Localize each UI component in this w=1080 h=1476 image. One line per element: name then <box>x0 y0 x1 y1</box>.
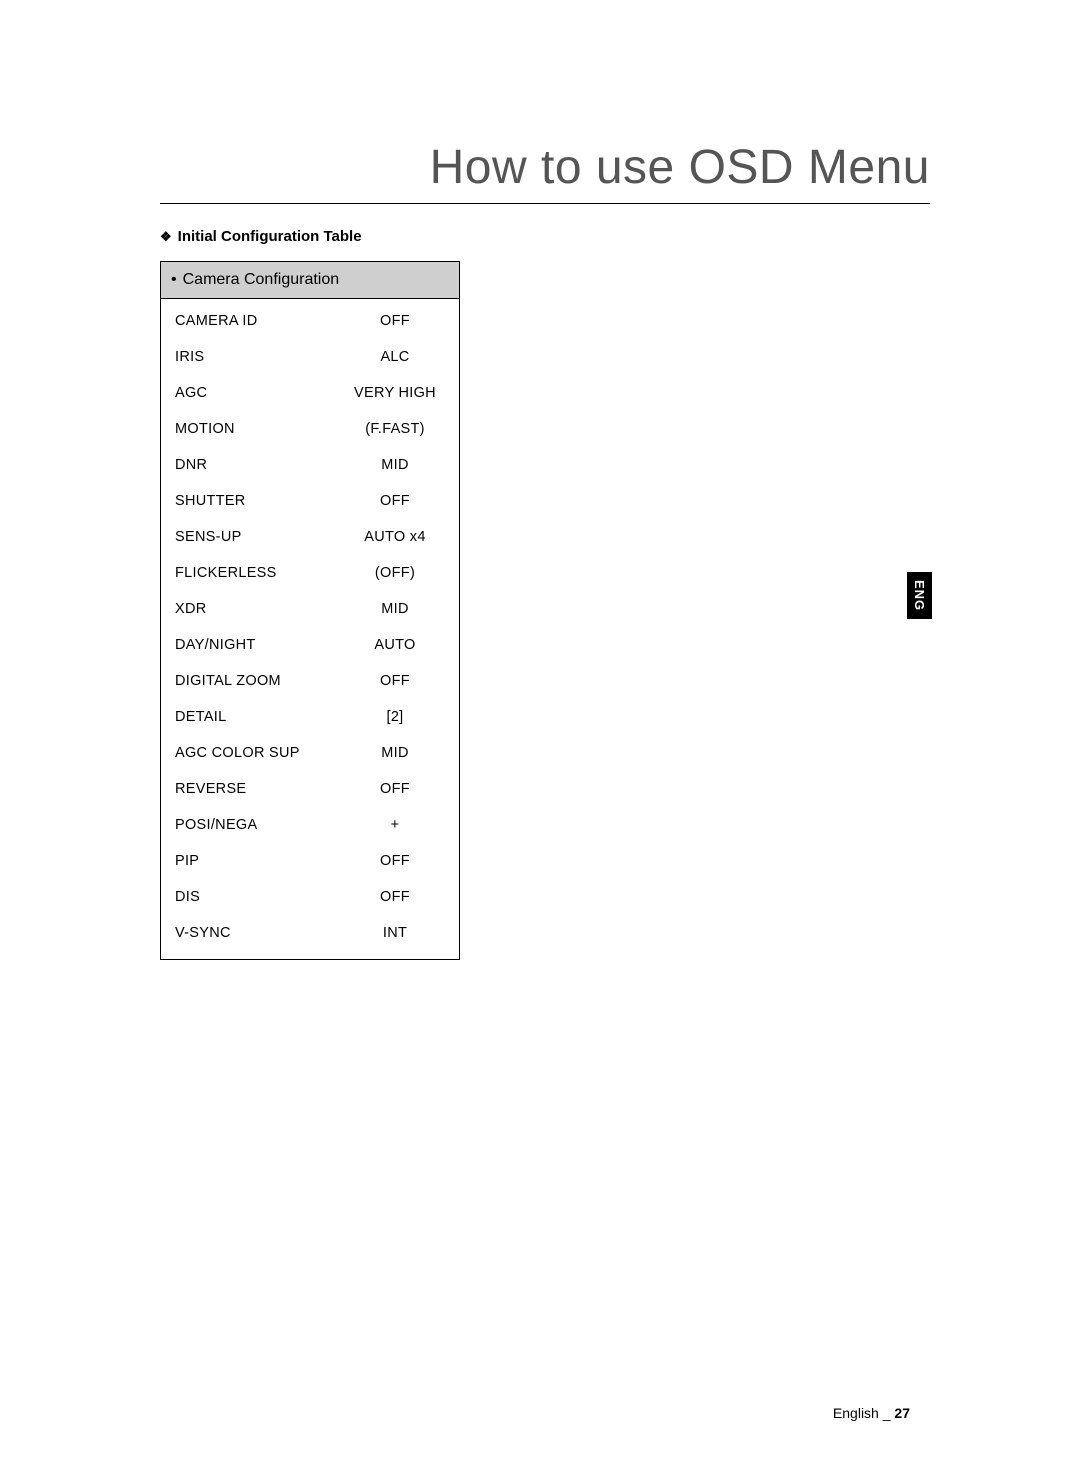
page-number: 27 <box>894 1405 910 1421</box>
config-label: V-SYNC <box>175 925 231 941</box>
config-value: OFF <box>345 313 445 329</box>
config-value: (OFF) <box>345 565 445 581</box>
config-value: INT <box>345 925 445 941</box>
config-label: FLICKERLESS <box>175 565 277 581</box>
table-row: AGC VERY HIGH <box>175 375 445 411</box>
table-row: PIP OFF <box>175 843 445 879</box>
config-label: IRIS <box>175 349 204 365</box>
config-value: AUTO x4 <box>345 529 445 545</box>
language-tab: ENG <box>907 572 932 619</box>
footer-label: English <box>833 1405 879 1421</box>
table-row: DAY/NIGHT AUTO <box>175 627 445 663</box>
config-value: AUTO <box>345 637 445 653</box>
table-row: IRIS ALC <box>175 339 445 375</box>
config-header-text: Camera Configuration <box>183 271 340 289</box>
table-row: DIS OFF <box>175 879 445 915</box>
config-label: AGC COLOR SUP <box>175 745 300 761</box>
config-value: OFF <box>345 673 445 689</box>
table-row: FLICKERLESS (OFF) <box>175 555 445 591</box>
page-footer: English _ 27 <box>833 1405 910 1421</box>
config-label: AGC <box>175 385 207 401</box>
document-page: How to use OSD Menu ❖ Initial Configurat… <box>0 0 1080 1476</box>
config-value: MID <box>345 745 445 761</box>
config-value: VERY HIGH <box>345 385 445 401</box>
config-header-inner: • Camera Configuration <box>171 271 449 289</box>
config-table: • Camera Configuration CAMERA ID OFF IRIS A… <box>160 261 460 960</box>
table-row: REVERSE OFF <box>175 771 445 807</box>
table-row: SENS-UP AUTO x4 <box>175 519 445 555</box>
config-label: PIP <box>175 853 199 869</box>
config-label: DAY/NIGHT <box>175 637 256 653</box>
section-subtitle: ❖ Initial Configuration Table <box>160 228 930 245</box>
config-value: MID <box>345 601 445 617</box>
subtitle-text: Initial Configuration Table <box>178 228 362 245</box>
table-row: XDR MID <box>175 591 445 627</box>
config-value: OFF <box>345 493 445 509</box>
config-label: MOTION <box>175 421 235 437</box>
config-value: (F.FAST) <box>345 421 445 437</box>
config-value: OFF <box>345 781 445 797</box>
config-value: OFF <box>345 889 445 905</box>
table-row: DNR MID <box>175 447 445 483</box>
bullet-icon: • <box>171 272 177 288</box>
table-row: V-SYNC INT <box>175 915 445 951</box>
config-label: DETAIL <box>175 709 227 725</box>
table-row: DETAIL [2] <box>175 699 445 735</box>
table-row: POSI/NEGA + <box>175 807 445 843</box>
config-table-header: • Camera Configuration <box>161 262 459 299</box>
config-label: POSI/NEGA <box>175 817 257 833</box>
config-value: MID <box>345 457 445 473</box>
page-title: How to use OSD Menu <box>160 140 930 195</box>
config-value: [2] <box>345 709 445 725</box>
table-row: CAMERA ID OFF <box>175 303 445 339</box>
table-row: SHUTTER OFF <box>175 483 445 519</box>
table-row: DIGITAL ZOOM OFF <box>175 663 445 699</box>
footer-separator: _ <box>883 1405 891 1421</box>
config-label: CAMERA ID <box>175 313 257 329</box>
config-label: DIS <box>175 889 200 905</box>
diamond-icon: ❖ <box>160 229 172 245</box>
title-underline: How to use OSD Menu <box>160 140 930 204</box>
config-label: SHUTTER <box>175 493 246 509</box>
config-label: DNR <box>175 457 207 473</box>
config-label: DIGITAL ZOOM <box>175 673 281 689</box>
config-value: ALC <box>345 349 445 365</box>
config-label: SENS-UP <box>175 529 242 545</box>
table-row: MOTION (F.FAST) <box>175 411 445 447</box>
config-label: XDR <box>175 601 207 617</box>
config-value: OFF <box>345 853 445 869</box>
config-label: REVERSE <box>175 781 246 797</box>
config-value: + <box>345 817 445 833</box>
config-table-body: CAMERA ID OFF IRIS ALC AGC VERY HIGH MOTION (F.… <box>161 299 459 959</box>
table-row: AGC COLOR SUP MID <box>175 735 445 771</box>
